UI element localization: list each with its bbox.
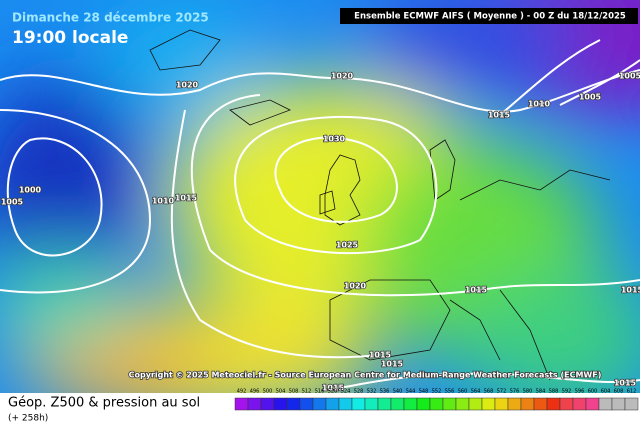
colorbar-swatch xyxy=(442,397,457,411)
isobar-label: 1015 xyxy=(322,384,345,393)
colorbar-swatch xyxy=(624,397,639,411)
colorbar-swatch xyxy=(234,397,249,411)
isobar-label: 1005 xyxy=(579,93,602,102)
colorbar-label: 516 xyxy=(315,389,325,395)
colorbar-swatch xyxy=(338,397,353,411)
colorbar-label: 492 xyxy=(237,389,247,395)
colorbar-swatch xyxy=(481,397,496,411)
colorbar-label: 540 xyxy=(393,389,403,395)
colorbar-label: 532 xyxy=(367,389,377,395)
colorbar-swatch xyxy=(286,397,301,411)
colorbar-swatch xyxy=(572,397,587,411)
isobar-label: 1015 xyxy=(614,379,637,388)
isobar-label: 1010 xyxy=(528,100,551,109)
colorbar-label: 520 xyxy=(328,389,338,395)
colorbar-swatch xyxy=(325,397,340,411)
colorbar-swatch xyxy=(559,397,574,411)
colorbar-swatch xyxy=(611,397,626,411)
isobar-label: 1020 xyxy=(331,72,354,81)
isobar-label: 1010 xyxy=(152,197,175,206)
colorbar-label: 500 xyxy=(263,389,273,395)
isobar-label: 1015 xyxy=(175,194,198,203)
colorbar-swatch xyxy=(455,397,470,411)
colorbar-swatch xyxy=(377,397,392,411)
footer-title: Géop. Z500 & pression au sol xyxy=(8,396,200,411)
isobar-label: 1015 xyxy=(381,360,404,369)
colorbar-swatch xyxy=(273,397,288,411)
isobar-label: 1015 xyxy=(369,351,392,360)
colorbar-label: 592 xyxy=(562,389,572,395)
colorbar-swatch xyxy=(364,397,379,411)
time: 19:00 locale xyxy=(12,28,128,48)
colorbar-label: 536 xyxy=(380,389,390,395)
colorbar-label: 608 xyxy=(614,389,624,395)
colorbar-swatch xyxy=(533,397,548,411)
colorbar-swatch xyxy=(390,397,405,411)
colorbar-label: 552 xyxy=(432,389,442,395)
isobar-label: 1015 xyxy=(465,286,488,295)
colorbar-swatch xyxy=(351,397,366,411)
colorbar-label: 596 xyxy=(575,389,585,395)
colorbar-label: 512 xyxy=(302,389,312,395)
colorbar-label: 556 xyxy=(445,389,455,395)
colorbar-label: 548 xyxy=(419,389,429,395)
colorbar-swatch xyxy=(260,397,275,411)
colorbar-swatch xyxy=(585,397,600,411)
colorbar-swatch xyxy=(507,397,522,411)
colorbar-label: 508 xyxy=(289,389,299,395)
run-info: Ensemble ECMWF AIFS ( Moyenne ) - 00 Z d… xyxy=(354,12,626,22)
isobar-label: 1020 xyxy=(176,81,199,90)
colorbar-swatch xyxy=(299,397,314,411)
date: Dimanche 28 décembre 2025 xyxy=(12,11,209,25)
colorbar-label: 544 xyxy=(406,389,416,395)
colorbar-label: 524 xyxy=(341,389,351,395)
isobar-label: 1000 xyxy=(19,186,42,195)
colorbar-label: 580 xyxy=(523,389,533,395)
colorbar-swatch xyxy=(247,397,262,411)
colorbar-swatch xyxy=(494,397,509,411)
colorbar-label: 576 xyxy=(510,389,520,395)
colorbar-swatch xyxy=(312,397,327,411)
isobar-label: 1015 xyxy=(488,111,511,120)
colorbar-swatch xyxy=(468,397,483,411)
colorbar-swatch xyxy=(546,397,561,411)
colorbar-label: 496 xyxy=(250,389,260,395)
colorbar-label: 584 xyxy=(536,389,546,395)
run-banner xyxy=(340,8,638,24)
colorbar-swatch xyxy=(403,397,418,411)
colorbar-label: 504 xyxy=(276,389,286,395)
colorbar-swatch xyxy=(429,397,444,411)
colorbar-label: 588 xyxy=(549,389,559,395)
colorbar-label: 564 xyxy=(471,389,481,395)
colorbar-label: 568 xyxy=(484,389,494,395)
colorbar-label: 572 xyxy=(497,389,507,395)
field xyxy=(0,0,640,393)
isobar-label: 1030 xyxy=(323,135,346,144)
copyright: Copyright © 2025 Meteociel.fr - Source E… xyxy=(129,371,602,380)
isobar-label: 1025 xyxy=(336,241,359,250)
isobar-label: 1020 xyxy=(344,282,367,291)
isobar-label: 1005 xyxy=(619,72,640,81)
isobar-label: 1005 xyxy=(1,198,24,207)
colorbar-swatch xyxy=(416,397,431,411)
colorbar-label: 600 xyxy=(588,389,598,395)
colorbar-label: 604 xyxy=(601,389,611,395)
footer-lead: (+ 258h) xyxy=(8,414,48,424)
colorbar-label: 612 xyxy=(627,389,637,395)
colorbar-swatch xyxy=(598,397,613,411)
colorbar-label: 560 xyxy=(458,389,468,395)
isobar-label: 1015 xyxy=(621,286,640,295)
colorbar-label: 528 xyxy=(354,389,364,395)
colorbar-swatch xyxy=(520,397,535,411)
